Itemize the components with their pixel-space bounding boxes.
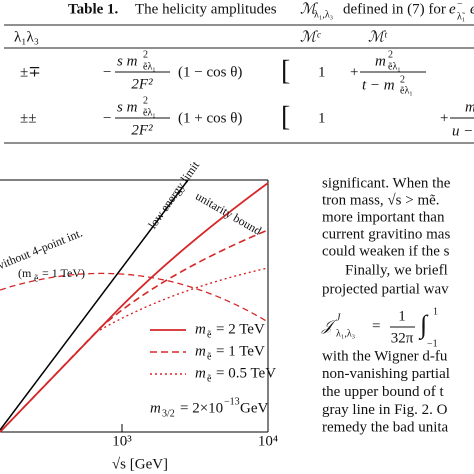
mass-note-sub: 3/2 [162,408,175,419]
sign: − [103,64,111,80]
body-line: with the Wigner d-fu [322,348,448,364]
eq-den: 32π [391,330,414,346]
helicity: ±± [20,110,36,126]
body-line: remedy the bad unita [322,420,449,436]
annotation: unitarity bound [193,189,264,238]
annotation: = 1 TeV) [42,266,85,280]
body-line: projected partial wav [322,281,449,297]
low-energy-line [0,179,189,431]
body-line: gray line in Fig. 2. O [322,402,448,418]
numerator-sub: ẽλ₁ [143,61,156,72]
legend-symbol: m [195,321,206,337]
c-entry: 1 [318,64,326,80]
curve-1tev [0,229,269,433]
x-tick-label: 10⁴ [258,433,278,449]
body-line: significant. When the [322,175,451,191]
x-axis-label: √s [GeV] [112,456,168,472]
caption-label: Table 1. [68,1,119,17]
legend-sub: ẽ [207,329,212,340]
caption-tail: defined in (7) for [343,1,446,17]
eq-sup: J [336,312,341,323]
eq-sub: λ₁,λ₃ [336,328,355,339]
numerator-sup: 2 [143,49,148,60]
t-sign: + [440,110,448,126]
eq-upper: 1 [433,306,438,317]
body-line: the upper bound of t [322,384,444,400]
numerator-sub: ẽλ₁ [143,107,156,118]
body-line: could weaken if the s [322,243,450,259]
curve-2tev [0,182,269,433]
mass-note: = 2×10 [180,400,223,416]
body-line: Finally, we briefl [345,262,448,278]
legend-symbol: m [195,343,206,359]
eq-lower: −1 [427,338,438,349]
t-numerator: m [465,99,474,115]
caption-particle-sub: λ̃₁ [457,11,466,22]
body-line: non-vanishing partial [322,366,450,382]
table-header: ℳᵗ [368,29,388,45]
t-numerator: m [375,53,386,69]
numerator: s m [117,99,138,115]
caption-symbol-sub: λ₁,λ₃ [314,9,333,20]
x-tick-label: 10³ [112,433,132,449]
legend-label: = 0.5 TeV [216,365,276,381]
caption-particle-sup: − [457,0,463,9]
t-sign: + [350,64,358,80]
t-denominator-sub: ẽλ₁ [400,85,413,96]
t-denominator: u − m [452,123,474,139]
t-denominator-sup: 2 [400,74,405,85]
eq-num: 1 [398,308,406,324]
body-line: current gravitino mas [322,226,450,242]
mass-note: GeV [240,400,268,416]
legend-symbol: m [195,365,206,381]
c-entry: 1 [318,110,326,126]
body-line: more important than [322,209,445,225]
denominator: 2F² [131,76,153,92]
annotation: low energy limit [145,158,202,231]
legend-label: = 2 TeV [216,321,265,337]
bracket: [ [281,55,290,86]
caption-symbol: ℳ [300,1,318,17]
body-line: tron mass, √s > mẽ. [322,192,440,208]
numerator-sup: 2 [143,95,148,106]
numerator: s m [117,53,138,69]
angle-factor: (1 − cos θ) [178,64,242,80]
curve-no-4pt [0,272,269,323]
helicity: ±∓ [20,64,41,80]
table-header: λ₁λ₃ [14,29,39,45]
legend-sub: ẽ [207,373,212,384]
curve-05tev [99,267,269,331]
angle-factor: (1 + cos θ) [178,110,242,126]
equation: 𝒥 J λ₁,λ₃ = 1 32π ∫ 1 −1 [321,306,438,349]
annotation: (m [18,266,32,280]
eq-integral: ∫ [418,310,429,340]
legend-label: = 1 TeV [216,343,265,359]
t-denominator: t − m [362,77,395,93]
annotation: ẽ [34,273,39,284]
t-numerator-sub: ẽλ₁ [388,61,401,72]
denominator: 2F² [131,122,153,138]
legend-sub: ẽ [207,351,212,362]
t-numerator-sup: 2 [388,49,393,60]
figure: low energy limit unitarity bound without… [0,158,269,472]
sign: − [103,110,111,126]
mass-note-sup: −13 [224,396,240,407]
mass-note: m [150,400,161,416]
caption: The helicity amplitudes [135,1,277,17]
bracket: [ [281,101,290,132]
eq-equals: = [372,318,380,334]
table-header: ℳᶜ [300,29,321,45]
caption-cut: e [470,1,474,17]
caption-particle: e [449,1,456,17]
